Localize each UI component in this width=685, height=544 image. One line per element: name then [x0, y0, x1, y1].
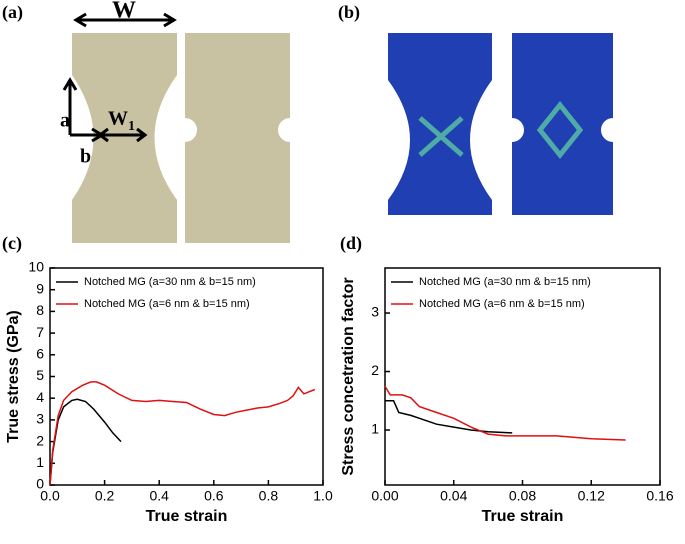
legend-entry: Notched MG (a=30 nm & b=15 nm)	[84, 276, 256, 288]
x-tick-label: 0.6	[204, 488, 224, 504]
dimension-label: 1	[128, 119, 135, 134]
legend-entry: Notched MG (a=6 nm & b=15 nm)	[419, 298, 585, 310]
specimen	[72, 33, 177, 243]
dimension-arrows	[62, 12, 177, 143]
y-tick-label: 8	[36, 302, 44, 318]
data-line	[384, 385, 626, 441]
y-tick-label: 5	[36, 367, 44, 383]
x-tick-label: 0.08	[509, 488, 536, 504]
y-tick-label: 4	[36, 389, 44, 405]
x-tick-label: 0.2	[95, 488, 115, 504]
y-axis-label: Stress concetration factor	[340, 277, 357, 475]
x-tick-label: 0.04	[440, 488, 467, 504]
panel-label: (c)	[2, 233, 22, 254]
y-tick-label: 3	[36, 411, 44, 427]
x-axis-label: True strain	[146, 508, 228, 525]
x-tick-label: 1.0	[313, 488, 333, 504]
x-tick-label: 0.8	[259, 488, 279, 504]
x-tick-label: 0.12	[578, 488, 605, 504]
x-tick-label: 0.4	[149, 488, 169, 504]
x-tick-label: 0.16	[646, 488, 673, 504]
specimen-map	[388, 33, 492, 215]
data-line	[49, 381, 316, 486]
y-tick-label: 3	[371, 304, 379, 320]
specimen	[185, 33, 290, 243]
y-tick-label: 7	[36, 324, 44, 340]
y-tick-label: 2	[36, 432, 44, 448]
x-axis-label: True strain	[482, 508, 564, 525]
x-tick-label: 0.0	[40, 488, 60, 504]
panel-label: (a)	[2, 2, 23, 23]
legend-entry: Notched MG (a=30 nm & b=15 nm)	[419, 276, 591, 288]
y-tick-label: 1	[36, 454, 44, 470]
dimension-label: b	[80, 146, 91, 168]
y-tick-label: 2	[371, 362, 379, 378]
dimension-label: W	[108, 108, 128, 130]
y-tick-label: 10	[28, 259, 44, 275]
y-tick-label: 1	[371, 421, 379, 437]
panel-label: (d)	[340, 233, 362, 254]
shear-band	[418, 100, 584, 160]
data-line	[49, 398, 122, 486]
x-tick-label: 0.00	[371, 488, 398, 504]
dimension-label: W	[112, 0, 136, 24]
specimen-map	[512, 33, 613, 215]
dimension-label: a	[60, 110, 70, 132]
panel-label: (b)	[338, 2, 360, 23]
legend-entry: Notched MG (a=6 nm & b=15 nm)	[84, 298, 250, 310]
y-tick-label: 0	[36, 476, 44, 492]
y-tick-label: 6	[36, 346, 44, 362]
y-axis-label: True stress (GPa)	[5, 310, 22, 443]
y-tick-label: 9	[36, 280, 44, 296]
